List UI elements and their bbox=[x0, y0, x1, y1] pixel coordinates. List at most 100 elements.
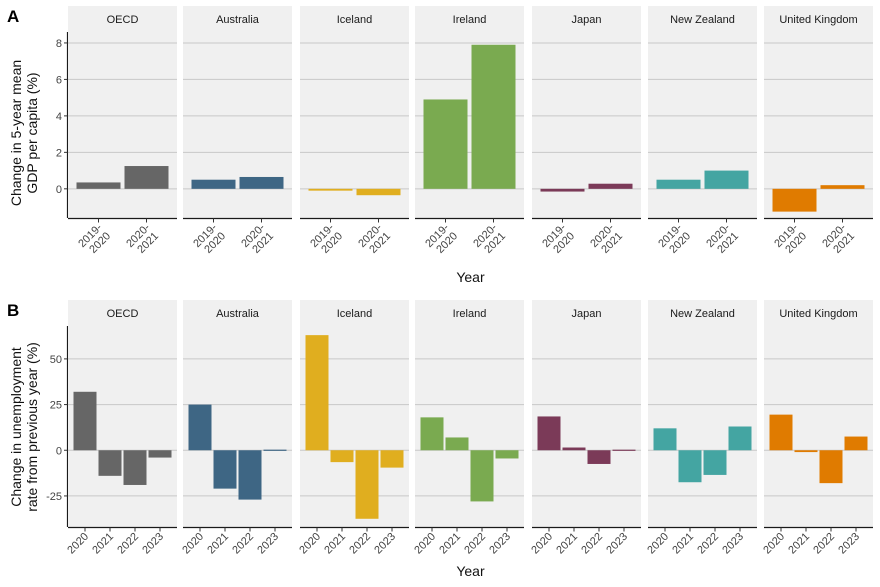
bar bbox=[98, 450, 122, 476]
x-tick-label: 2019-2020 bbox=[656, 221, 693, 258]
facet-iceland: Iceland 2020 2021 2022 2023 bbox=[297, 300, 409, 556]
x-tick-label: 2022 bbox=[347, 531, 373, 557]
x-tick-label-line: 2021 bbox=[322, 531, 348, 557]
chart-panel-a: A Change in 5-year meanGDP per capita (%)… bbox=[7, 6, 873, 285]
facet-strip-label: Japan bbox=[572, 308, 602, 320]
bar bbox=[420, 417, 444, 451]
facet-ireland: Ireland 2020 2021 2022 2023 bbox=[412, 300, 524, 556]
bar bbox=[820, 185, 865, 189]
y-tick-label: 0 bbox=[56, 445, 62, 457]
bar bbox=[73, 391, 97, 451]
x-tick-label: 2020 bbox=[761, 531, 787, 557]
bar bbox=[263, 449, 287, 451]
x-tick-label: 2021 bbox=[205, 531, 231, 557]
facet-united-kingdom: United Kingdom 2020 2021 2022 2023 bbox=[761, 300, 873, 556]
facet-strip-label: United Kingdom bbox=[779, 308, 857, 320]
facet-iceland: Iceland 2019-2020 2020-2021 bbox=[300, 6, 409, 258]
x-tick-label: 2020 bbox=[529, 531, 555, 557]
x-tick-label: 2020-2021 bbox=[356, 221, 393, 258]
facet-strip bbox=[415, 300, 524, 326]
y-tick-label: 2 bbox=[56, 147, 62, 159]
x-tick-label: 2020 bbox=[65, 531, 91, 557]
x-tick-label-line: 2021 bbox=[90, 531, 116, 557]
x-tick-label-line: 2020 bbox=[412, 531, 438, 557]
y-tick-label: -25 bbox=[46, 491, 62, 503]
facet-strip-label: OECD bbox=[107, 308, 139, 320]
x-tick-label: 2021 bbox=[322, 531, 348, 557]
bar bbox=[76, 182, 121, 189]
x-tick-label-line: 2023 bbox=[836, 531, 862, 557]
facet-plot-area bbox=[300, 32, 409, 218]
facet-plot-area bbox=[68, 32, 177, 218]
bar bbox=[123, 450, 147, 485]
bar bbox=[540, 188, 585, 192]
x-tick-label-line: 2021 bbox=[786, 531, 812, 557]
facet-strip-label: Japan bbox=[572, 14, 602, 26]
y-tick-label: 4 bbox=[56, 111, 62, 123]
facet-strip bbox=[68, 300, 177, 326]
y-axis-title: Change in 5-year meanGDP per capita (%) bbox=[8, 60, 40, 206]
bar bbox=[703, 450, 727, 475]
bar bbox=[213, 450, 237, 489]
x-tick-label: 2019-2020 bbox=[423, 221, 460, 258]
facet-strip bbox=[300, 300, 409, 326]
bar bbox=[124, 166, 169, 189]
facet-strip bbox=[532, 6, 641, 32]
facet-strip-label: Iceland bbox=[337, 14, 372, 26]
bar bbox=[330, 450, 354, 463]
facet-strip-label: Ireland bbox=[453, 14, 487, 26]
bar bbox=[148, 450, 172, 458]
facet-strip-label: Iceland bbox=[337, 308, 372, 320]
x-tick-label: 2023 bbox=[487, 531, 513, 557]
facet-strip bbox=[648, 300, 757, 326]
bar bbox=[588, 183, 633, 189]
x-tick-label-line: 2020 bbox=[529, 531, 555, 557]
bar bbox=[653, 428, 677, 451]
y-tick-label: 8 bbox=[56, 38, 62, 50]
x-tick-label: 2020 bbox=[297, 531, 323, 557]
bar bbox=[656, 179, 701, 189]
bar bbox=[844, 436, 868, 451]
facet-oecd: OECD 2020 2021 2022 2023 bbox=[65, 300, 177, 556]
facet-strip-label: United Kingdom bbox=[779, 14, 857, 26]
x-tick-label-line: 2020 bbox=[645, 531, 671, 557]
facet-strip bbox=[183, 6, 292, 32]
facet-strip bbox=[532, 300, 641, 326]
x-tick-label: 2023 bbox=[836, 531, 862, 557]
x-axis-title: Year bbox=[456, 563, 485, 579]
bar bbox=[445, 437, 469, 451]
x-tick-label: 2022 bbox=[230, 531, 256, 557]
facet-plot-area bbox=[183, 32, 292, 218]
facet-strip bbox=[68, 6, 177, 32]
bar bbox=[188, 404, 212, 451]
x-tick-label-line: 2022 bbox=[230, 531, 256, 557]
x-tick-label-line: 2022 bbox=[347, 531, 373, 557]
bar bbox=[772, 188, 817, 212]
bar bbox=[305, 335, 329, 451]
x-tick-label-line: 2021 bbox=[554, 531, 580, 557]
x-tick-label: 2022 bbox=[579, 531, 605, 557]
x-tick-label-line: 2023 bbox=[487, 531, 513, 557]
x-tick-label: 2019-2020 bbox=[772, 221, 809, 258]
x-tick-label: 2020-2021 bbox=[704, 221, 741, 258]
y-axis-title-line: rate from previous year (%) bbox=[24, 342, 40, 512]
bar bbox=[356, 188, 401, 196]
x-tick-label-line: 2020 bbox=[761, 531, 787, 557]
x-tick-label-line: 2020 bbox=[65, 531, 91, 557]
x-tick-label: 2023 bbox=[140, 531, 166, 557]
facet-ireland: Ireland 2019-2020 2020-2021 bbox=[415, 6, 524, 258]
x-tick-label-line: 2020 bbox=[180, 531, 206, 557]
x-tick-label: 2021 bbox=[670, 531, 696, 557]
x-tick-label-line: 2022 bbox=[115, 531, 141, 557]
x-tick-label: 2019-2020 bbox=[308, 221, 345, 258]
facet-australia: Australia 2019-2020 2020-2021 bbox=[183, 6, 292, 258]
x-tick-label: 2019-2020 bbox=[191, 221, 228, 258]
y-tick-label: 6 bbox=[56, 74, 62, 86]
facet-strip bbox=[764, 6, 873, 32]
bar bbox=[769, 414, 793, 451]
facet-strip-label: Ireland bbox=[453, 308, 487, 320]
x-tick-label: 2023 bbox=[604, 531, 630, 557]
x-tick-label: 2020-2021 bbox=[239, 221, 276, 258]
bar bbox=[380, 450, 404, 468]
